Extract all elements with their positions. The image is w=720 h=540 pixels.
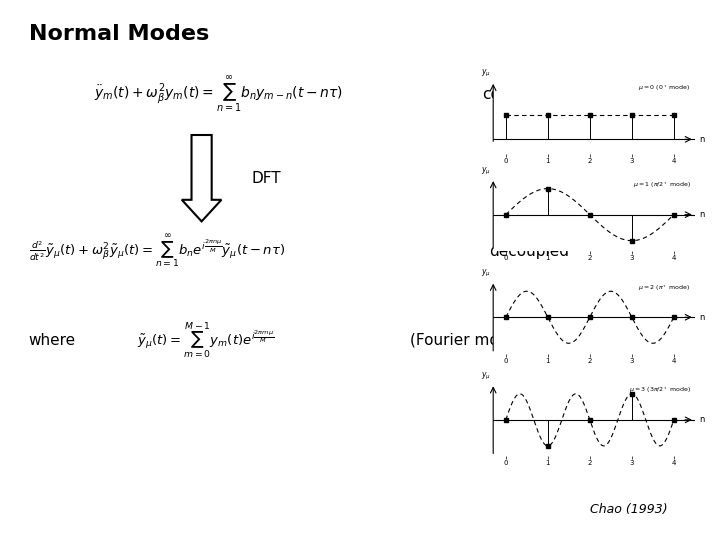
Text: n: n (699, 313, 704, 322)
Text: $y_\mu$: $y_\mu$ (481, 166, 491, 177)
Text: $y_\mu$: $y_\mu$ (481, 371, 491, 382)
Text: where: where (29, 333, 76, 348)
Text: $\mu=2$ ($\pi^\circ$ mode): $\mu=2$ ($\pi^\circ$ mode) (639, 283, 690, 293)
Text: Chao (1993): Chao (1993) (590, 503, 668, 516)
Text: n: n (699, 415, 704, 424)
Text: Normal Modes: Normal Modes (29, 24, 209, 44)
Text: $\ddot{y}_{m}(t)+\omega_{\beta}^{2}y_{m}(t)=\sum_{n=1}^{\infty}b_{n}y_{m-n}(t-n\: $\ddot{y}_{m}(t)+\omega_{\beta}^{2}y_{m}… (94, 75, 343, 114)
Text: $y_\mu$: $y_\mu$ (481, 268, 491, 280)
Text: $\mu=0$ ($0^\circ$ mode): $\mu=0$ ($0^\circ$ mode) (639, 83, 690, 93)
Text: $\mu=1$ ($\pi/2^\circ$ mode): $\mu=1$ ($\pi/2^\circ$ mode) (633, 180, 690, 190)
Text: $\mu=3$ ($3\pi/2^\circ$ mode): $\mu=3$ ($3\pi/2^\circ$ mode) (629, 386, 690, 395)
Text: decoupled: decoupled (490, 244, 570, 259)
Text: n: n (699, 210, 704, 219)
Text: DFT: DFT (252, 171, 282, 186)
Text: (Fourier modes): (Fourier modes) (410, 333, 532, 348)
Text: $\tilde{y}_{\mu}(t)=\sum_{m=0}^{M-1}y_{m}(t)e^{i\frac{2\pi m\mu}{M}}$: $\tilde{y}_{\mu}(t)=\sum_{m=0}^{M-1}y_{m… (137, 320, 274, 360)
Text: n: n (699, 135, 704, 144)
Polygon shape (181, 135, 222, 221)
Text: $\frac{d^{2}}{dt^{2}}\tilde{y}_{\mu}(t)+\omega_{\beta}^{2}\tilde{y}_{\mu}(t)=\su: $\frac{d^{2}}{dt^{2}}\tilde{y}_{\mu}(t)+… (29, 232, 285, 270)
Text: $y_\mu$: $y_\mu$ (481, 68, 491, 79)
Text: coupled: coupled (482, 87, 543, 102)
